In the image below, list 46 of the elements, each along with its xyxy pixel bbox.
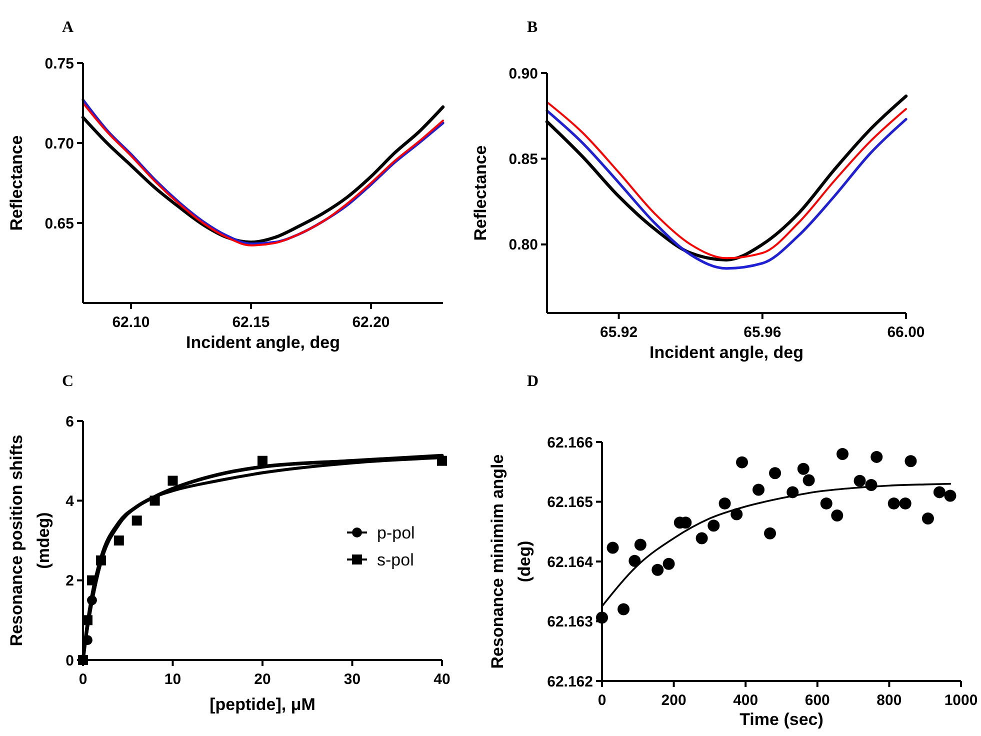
y-tick-label: 0.80 [508, 236, 538, 254]
chart-title: A [62, 19, 74, 36]
x-tick-label: 62.10 [112, 314, 150, 331]
y-tick-label: 62.162 [547, 673, 593, 690]
y-axis-title: Reflectance [7, 135, 26, 231]
chart-title: C [62, 373, 74, 390]
y-tick-label: 0.75 [44, 55, 74, 72]
x-tick-label: 62.15 [232, 314, 270, 331]
y-axis-title: Resonance minimim angle (deg) [488, 454, 534, 669]
y-tick-label: 0.90 [508, 65, 538, 82]
y-tick-label: 0.85 [508, 150, 538, 168]
y-tick-label: 62.165 [547, 494, 593, 511]
x-axis-title: Time (sec) [740, 710, 824, 729]
x-tick-label: 20 [254, 671, 271, 688]
y-tick-label: 6 [66, 413, 74, 430]
x-tick-label: 1000 [944, 692, 978, 709]
y-tick-label: 0.65 [44, 215, 74, 232]
x-tick-label: 200 [661, 692, 686, 709]
x-axis-title: Incident angle, deg [650, 343, 804, 362]
x-tick-label: 10 [164, 671, 182, 688]
x-tick-label: 62.20 [352, 314, 390, 331]
y-tick-label: 62.166 [547, 434, 593, 452]
x-tick-label: 65.96 [744, 324, 782, 341]
y-tick-label: 62.163 [547, 614, 593, 630]
x-tick-label: 800 [876, 692, 902, 709]
y-axis-title: Reflectance [471, 145, 490, 241]
x-tick-label: 0 [78, 671, 88, 688]
legend-label: s-pol [377, 550, 414, 570]
x-axis-title: [peptide], μM [210, 695, 316, 714]
x-tick-label: 400 [733, 692, 758, 709]
x-tick-label: 40 [434, 671, 450, 688]
legend-label: p-pol [377, 523, 415, 542]
x-tick-label: 65.92 [600, 324, 638, 341]
x-tick-label: 66.00 [887, 324, 925, 341]
y-tick-label: 0.70 [44, 135, 74, 152]
y-tick-label: 0 [66, 652, 74, 670]
y-tick-label: 2 [66, 572, 74, 590]
chart-title: B [527, 19, 538, 36]
y-tick-label: 4 [66, 492, 75, 510]
x-tick-label: 30 [344, 671, 361, 688]
y-axis-title: Resonance position shifts (mdeg) [7, 434, 53, 646]
x-tick-label: 0 [598, 692, 606, 709]
y-tick-label: 62.164 [547, 554, 594, 571]
chart-title: D [527, 373, 539, 390]
x-axis-title: Incident angle, deg [186, 333, 340, 352]
x-tick-label: 600 [804, 692, 830, 709]
